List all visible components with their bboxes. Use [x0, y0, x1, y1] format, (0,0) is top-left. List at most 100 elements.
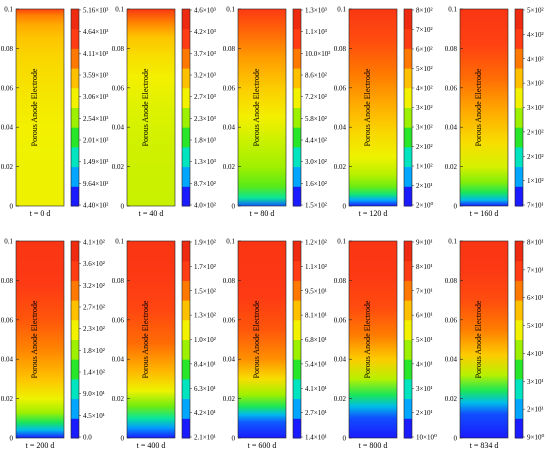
colorbar-label: 6.8×10¹ — [305, 336, 327, 344]
concentration-field — [460, 241, 508, 438]
time-label: t = 0 d — [30, 209, 51, 218]
colorbar-label: 2.3×10² — [83, 325, 105, 333]
colorbar-segment — [404, 378, 412, 400]
colorbar-segment — [293, 68, 301, 89]
colorbar-label: 5.8×10² — [305, 115, 327, 123]
colorbar-label: 4.64×10³ — [83, 28, 108, 36]
y-tick-label: 0.06 — [112, 316, 125, 324]
y-tick-label: 0.06 — [334, 84, 347, 92]
colorbar-segment — [71, 398, 79, 419]
plot-frame — [126, 8, 176, 207]
concentration-field — [127, 9, 175, 206]
colorbar-segment — [182, 166, 190, 187]
colorbar-segment — [404, 398, 412, 419]
time-label: t = 160 d — [470, 209, 499, 218]
y-tick-label: 0.1 — [448, 6, 457, 14]
plot-frame — [348, 8, 398, 207]
region-label: Porous Anode Electrode — [30, 68, 39, 146]
y-tick-label: 0.08 — [223, 277, 236, 285]
colorbar-label: 8.1×10¹ — [305, 312, 327, 320]
colorbar-label: 8.6×10² — [305, 72, 327, 80]
colorbar-label: 1.4×10¹ — [305, 434, 327, 442]
y-tick-label: 0.02 — [112, 395, 125, 403]
region-label: Porous Anode Electrode — [30, 300, 39, 378]
colorbar-frame — [70, 240, 80, 439]
y-tick-label: 0 — [10, 435, 14, 443]
y-tick-label: 0.04 — [223, 356, 236, 364]
colorbar-segment — [293, 418, 301, 439]
colorbar-label: 4.6×10³ — [194, 7, 216, 15]
y-tick-label: 0.06 — [445, 84, 458, 92]
colorbar-segment — [515, 68, 523, 89]
concentration-field — [16, 9, 64, 206]
y-tick-label: 0.04 — [334, 124, 347, 132]
y-tick-label: 0 — [10, 203, 14, 211]
colorbar-label: 5.4×10¹ — [305, 360, 327, 368]
colorbar-label: 8.7×10² — [194, 180, 216, 188]
colorbar-label: 3×10² — [527, 104, 544, 112]
heatmap-panel: 0 0.02 0.04 0.06 0.08 0.1 Porous Anode Electro… — [334, 238, 437, 451]
colorbar-label: 4.1×10² — [83, 239, 105, 247]
y-tick-label: 0 — [121, 203, 125, 211]
colorbar-segment — [515, 166, 523, 187]
y-tick-label: 0.04 — [112, 124, 125, 132]
time-label: t = 200 d — [26, 441, 55, 450]
colorbar-segment — [515, 319, 523, 340]
colorbar-label: 1.5×10² — [305, 202, 327, 210]
colorbar-label: 3.6×10² — [83, 260, 105, 268]
concentration-field — [238, 241, 286, 438]
y-tick-label: 0.02 — [112, 163, 125, 171]
colorbar-segment — [515, 300, 523, 321]
region-label: Porous Anode Electrode — [252, 300, 261, 378]
colorbar-segment — [71, 319, 79, 340]
colorbar-label: 4.11×10³ — [83, 50, 108, 58]
y-tick-label: 0.04 — [334, 356, 347, 364]
colorbar-label: 2.01×10³ — [83, 137, 108, 145]
plot-frame — [15, 240, 65, 439]
colorbar-segment — [404, 319, 412, 340]
colorbar-label: 4.2×10³ — [194, 28, 216, 36]
y-tick-label: 0 — [232, 203, 236, 211]
colorbar-label: 1.2×10² — [305, 239, 327, 247]
colorbar-segment — [71, 359, 79, 380]
colorbar-segment — [182, 87, 190, 108]
colorbar-segment — [404, 418, 412, 439]
y-tick-label: 0 — [454, 203, 458, 211]
colorbar-label: 2.7×10³ — [194, 93, 216, 101]
y-tick-label: 0 — [121, 435, 125, 443]
colorbar-segment — [71, 300, 79, 321]
heatmap-panel: 0 0.02 0.04 0.06 0.08 0.1 Porous Anode Electro… — [445, 6, 544, 219]
y-tick-label: 0.1 — [4, 6, 13, 14]
colorbar-segment — [71, 166, 79, 187]
colorbar-label: 4.1×10¹ — [305, 385, 327, 393]
colorbar-segment — [182, 260, 190, 281]
concentration-field — [460, 9, 508, 206]
colorbar-segment — [182, 280, 190, 301]
colorbar-segment — [71, 339, 79, 360]
y-tick-label: 0.02 — [223, 163, 236, 171]
colorbar-label: 6×10¹ — [527, 294, 544, 302]
y-tick-label: 0.1 — [226, 238, 235, 246]
time-label: t = 40 d — [139, 209, 164, 218]
y-tick-label: 0.08 — [112, 277, 125, 285]
concentration-field — [16, 241, 64, 438]
colorbar-segment — [404, 280, 412, 301]
y-tick-label: 0.1 — [115, 6, 124, 14]
colorbar-label: 8×10² — [416, 7, 433, 15]
colorbar-label: 7×10¹ — [527, 266, 544, 274]
colorbar-label: 2.54×10³ — [83, 115, 108, 123]
colorbar-segment — [515, 107, 523, 128]
y-tick-label: 0.02 — [1, 163, 14, 171]
colorbar-label: 3.7×10³ — [194, 50, 216, 58]
colorbar-label: 1.3×10³ — [305, 7, 327, 15]
colorbar-label: 8.4×10¹ — [194, 360, 216, 368]
y-tick-label: 0.06 — [223, 316, 236, 324]
colorbar-segment — [515, 418, 523, 439]
colorbar-segment — [71, 260, 79, 281]
heatmap-panel: 0 0.02 0.04 0.06 0.08 0.1 Porous Anode Electro… — [1, 238, 105, 451]
colorbar-segment — [293, 146, 301, 168]
colorbar-label: 3×10² — [416, 124, 433, 132]
colorbar-segment — [71, 378, 79, 400]
time-label: t = 400 d — [137, 441, 166, 450]
colorbar-segment — [182, 48, 190, 69]
